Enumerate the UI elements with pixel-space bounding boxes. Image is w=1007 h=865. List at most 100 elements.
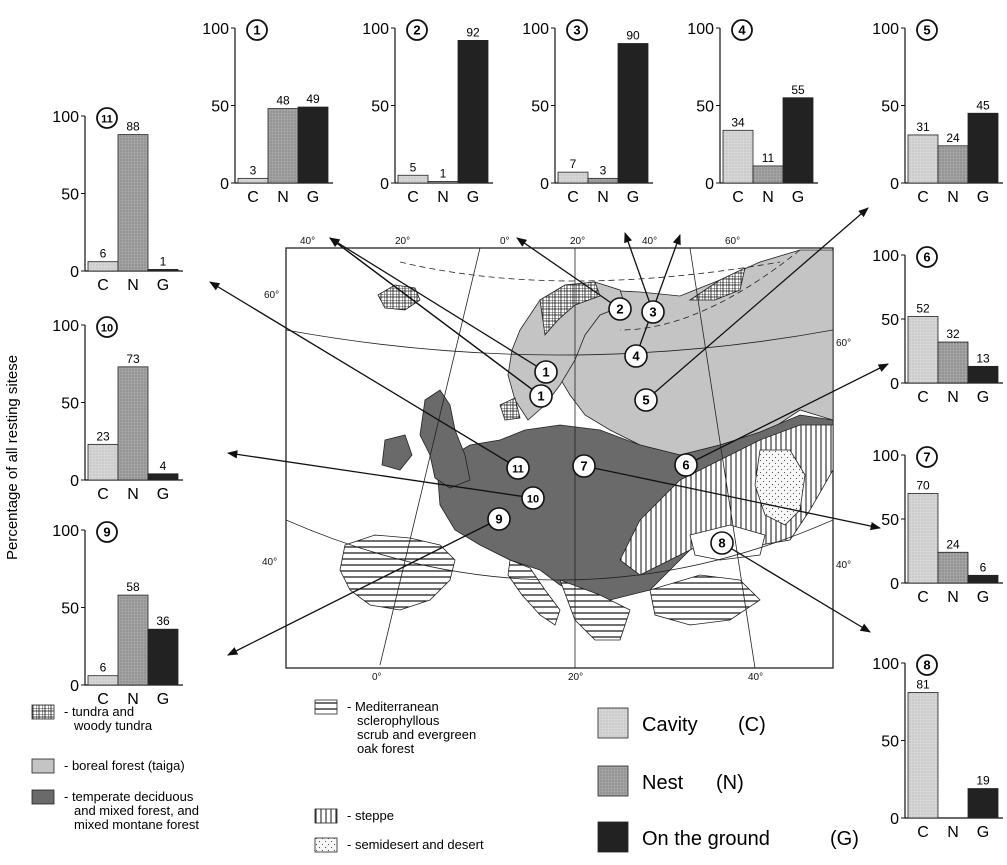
site-marker-label: 7 bbox=[580, 459, 587, 474]
bar-value-label: 36 bbox=[156, 614, 170, 628]
biome-legend: - tundra and woody tundra - boreal forest … bbox=[31, 699, 484, 853]
x-tick-label: G bbox=[157, 277, 169, 294]
bar-n bbox=[752, 165, 784, 184]
site-marker-label: 3 bbox=[649, 305, 656, 320]
site-marker-label: 8 bbox=[718, 536, 725, 551]
map-graticule bbox=[286, 248, 833, 668]
chart-id-badge: 9 bbox=[96, 521, 118, 543]
bar-c bbox=[907, 316, 939, 384]
iberia-region bbox=[339, 534, 456, 611]
chart-id-label: 2 bbox=[413, 23, 420, 38]
site-marker-circle bbox=[634, 388, 658, 412]
x-tick-label: N bbox=[762, 189, 774, 206]
site-marker-5: 5 bbox=[634, 388, 658, 412]
y-tick-label: 100 bbox=[362, 21, 389, 38]
y-tick-label: 0 bbox=[70, 264, 79, 281]
y-tick-label: 0 bbox=[890, 176, 899, 193]
x-tick-label: N bbox=[127, 277, 139, 294]
bar-g bbox=[967, 365, 999, 384]
biome-legend-item-temperate: - temperate deciduous and mixed forest, a… bbox=[31, 789, 199, 832]
site-abbr-cavity: (C) bbox=[738, 714, 766, 736]
chart-id-label: 10 bbox=[101, 323, 113, 335]
biome-legend-item-steppe: - steppe bbox=[314, 808, 394, 824]
site-marker-circle bbox=[572, 454, 596, 478]
bar-value-label: 5 bbox=[410, 160, 417, 174]
x-tick-label: C bbox=[917, 589, 929, 606]
bar-value-label: 90 bbox=[626, 29, 640, 43]
bar-value-label: 55 bbox=[791, 83, 805, 97]
bar-n bbox=[937, 551, 969, 584]
chart-id-label: 1 bbox=[253, 23, 260, 38]
anatolia-region bbox=[649, 574, 761, 626]
chart-id-badge: 5 bbox=[916, 19, 938, 41]
x-tick-label: C bbox=[97, 277, 109, 294]
bar-n bbox=[267, 108, 299, 184]
bar-n bbox=[117, 366, 149, 481]
y-tick-label: 0 bbox=[540, 176, 549, 193]
biome-legend-item-mediterranean: - Mediterranean sclerophyllous scrub and e… bbox=[314, 699, 476, 756]
lon-label-top-20w: 20° bbox=[395, 236, 410, 247]
biome-legend-item-boreal: - boreal forest (taiga) bbox=[31, 758, 185, 774]
site-swatch-nest bbox=[597, 765, 629, 797]
biome-swatch-tundra bbox=[31, 704, 55, 720]
bar-value-label: 58 bbox=[126, 580, 140, 594]
iceland bbox=[377, 284, 421, 311]
bar-value-label: 48 bbox=[276, 94, 290, 108]
bar-chart-4: 0 50 100 4 34 C 11 N 55 G bbox=[687, 19, 818, 206]
site-marker-8: 8 bbox=[710, 531, 734, 555]
y-tick-label: 50 bbox=[881, 512, 899, 529]
site-marker-circle bbox=[521, 486, 545, 510]
site-marker-1: 1 bbox=[529, 384, 553, 408]
site-marker-label: 4 bbox=[632, 349, 640, 364]
arrow-site-1b bbox=[329, 237, 542, 397]
site-arrows bbox=[209, 207, 889, 656]
site-marker-2: 2 bbox=[608, 297, 632, 321]
y-tick-label: 50 bbox=[371, 99, 389, 116]
x-tick-label: G bbox=[157, 486, 169, 503]
chart-id-circle bbox=[916, 19, 938, 41]
site-abbr-ground: (G) bbox=[830, 828, 859, 850]
chart-id-label: 8 bbox=[923, 658, 930, 673]
biome-legend-item-tundra: - tundra and woody tundra bbox=[31, 704, 153, 733]
biome-swatch-steppe bbox=[314, 808, 338, 824]
y-tick-label: 0 bbox=[380, 176, 389, 193]
bar-g bbox=[782, 97, 814, 184]
bar-value-label: 88 bbox=[126, 120, 140, 134]
bar-g bbox=[147, 628, 179, 686]
chart-id-circle bbox=[731, 19, 753, 41]
x-tick-label: G bbox=[467, 189, 479, 206]
biome-swatch-boreal bbox=[31, 758, 55, 774]
site-swatch-cavity bbox=[597, 707, 629, 739]
site-legend-item-nest: Nest (N) bbox=[597, 765, 744, 797]
bar-value-label: 3 bbox=[250, 163, 257, 177]
x-tick-label: C bbox=[97, 691, 109, 708]
x-tick-label: G bbox=[977, 189, 989, 206]
bar-n bbox=[427, 181, 459, 184]
y-tick-label: 0 bbox=[70, 678, 79, 695]
chart-id-circle bbox=[916, 246, 938, 268]
bar-value-label: 13 bbox=[976, 351, 990, 365]
bar-chart-11: 0 50 100 11 6 C 88 N 1 G bbox=[52, 107, 183, 294]
bar-c bbox=[907, 492, 939, 584]
arrow-site-6 bbox=[685, 363, 889, 466]
x-tick-label: N bbox=[437, 189, 449, 206]
x-tick-label: N bbox=[597, 189, 609, 206]
bar-value-label: 73 bbox=[126, 352, 140, 366]
bar-value-label: 1 bbox=[440, 166, 447, 180]
x-tick-label: G bbox=[157, 691, 169, 708]
y-tick-label: 0 bbox=[705, 176, 714, 193]
chart-id-badge: 8 bbox=[916, 654, 938, 676]
bar-chart-3: 0 50 100 3 7 C 3 N 90 G bbox=[522, 19, 653, 206]
y-tick-label: 100 bbox=[52, 109, 79, 126]
site-label-ground: On the ground bbox=[642, 828, 770, 850]
europe-map: 40° 20° 0° 20° 40° 60° 0° 20° 40° 60° 60… bbox=[262, 236, 851, 683]
y-tick-label: 100 bbox=[872, 21, 899, 38]
site-legend: Cavity (C) Nest (N) On the ground (G) bbox=[597, 707, 859, 853]
bar-value-label: 45 bbox=[976, 98, 990, 112]
bar-g bbox=[617, 43, 649, 184]
chart-id-badge: 1 bbox=[246, 19, 268, 41]
site-legend-item-ground: On the ground (G) bbox=[597, 821, 859, 853]
y-tick-label: 100 bbox=[872, 448, 899, 465]
